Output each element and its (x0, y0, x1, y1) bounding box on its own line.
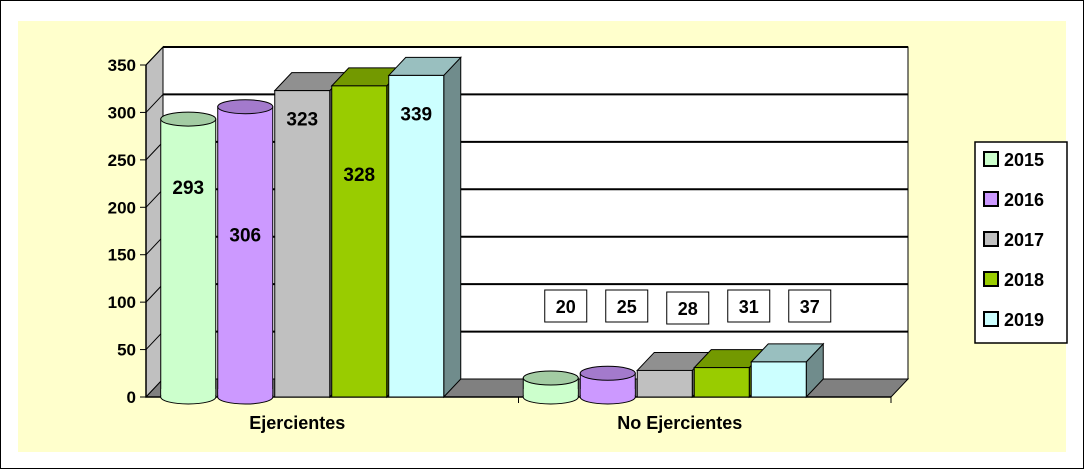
legend-entry-2015: 2015 (1004, 150, 1044, 170)
bar-top (522, 370, 579, 386)
bar-front (388, 74, 445, 398)
bar-2015-no-ejercientes: 20 (522, 289, 588, 405)
gridline-side (145, 141, 164, 161)
gridline-side (145, 283, 164, 303)
data-label: 20 (556, 297, 576, 317)
y-tick-label: 200 (108, 198, 136, 217)
data-label-box (666, 291, 710, 325)
bar-base-fill (161, 389, 216, 397)
data-label: 306 (229, 226, 261, 247)
legend-swatch-2017 (983, 231, 999, 247)
bar-2016-ejercientes: 306 (217, 99, 274, 405)
bar-base-fill (523, 389, 578, 397)
y-tick-label: 350 (108, 56, 136, 75)
bar-2019-no-ejercientes: 37 (750, 289, 832, 399)
data-label: 323 (286, 110, 318, 131)
data-label: 25 (617, 297, 637, 317)
bar-body (217, 106, 274, 398)
bar-side (443, 56, 462, 399)
legend-entry-2019: 2019 (1004, 310, 1044, 330)
legend-swatch-2015 (983, 151, 999, 167)
bar-front (274, 90, 331, 398)
legend-entry-2017: 2017 (1004, 230, 1044, 250)
data-label-box (788, 289, 832, 323)
y-tick-label: 50 (117, 341, 136, 360)
bar-top (579, 365, 636, 381)
gridline-side (145, 331, 164, 350)
bar-front (750, 361, 807, 398)
data-label: 328 (343, 165, 375, 186)
data-label: 37 (800, 297, 820, 317)
data-label-box (727, 289, 771, 323)
x-category-label: No Ejercientes (617, 413, 742, 433)
bar-top (160, 111, 217, 127)
data-label: 293 (172, 178, 204, 199)
y-tick-label: 0 (127, 388, 136, 407)
legend: 2015 2016 2017 2018 2019 (974, 141, 1068, 344)
y-tick-label: 300 (108, 103, 136, 122)
legend-swatch-2016 (983, 191, 999, 207)
bar-body (160, 118, 217, 398)
data-label: 28 (678, 299, 698, 319)
data-label-box (544, 289, 588, 323)
gridline-side (145, 94, 164, 113)
gridline-side (145, 188, 164, 208)
bar-base-fill (218, 389, 273, 397)
bar-top (217, 99, 274, 115)
legend-entry-2016: 2016 (1004, 190, 1044, 210)
gridline-side (145, 236, 164, 256)
bar-front (693, 367, 750, 398)
bar-front (331, 85, 388, 398)
legend-swatch-2019 (983, 311, 999, 327)
bar-2018-no-ejercientes: 31 (693, 289, 771, 399)
bar-front (636, 369, 693, 398)
y-tick-label: 150 (108, 246, 136, 265)
data-label: 339 (400, 104, 432, 125)
bar-2015-ejercientes: 293 (160, 111, 217, 405)
legend-entry-2018: 2018 (1004, 270, 1044, 290)
x-category-label: Ejercientes (249, 413, 345, 433)
y-tick-label: 100 (108, 293, 136, 312)
y-tick-label: 250 (108, 151, 136, 170)
gridline-side (145, 46, 164, 66)
legend-swatch-2018 (983, 271, 999, 287)
data-label-box (605, 289, 649, 323)
bar-2019-ejercientes: 339 (387, 56, 462, 399)
data-label: 31 (739, 297, 759, 317)
bar-base-fill (580, 389, 635, 397)
bar-2016-no-ejercientes: 25 (579, 289, 649, 405)
